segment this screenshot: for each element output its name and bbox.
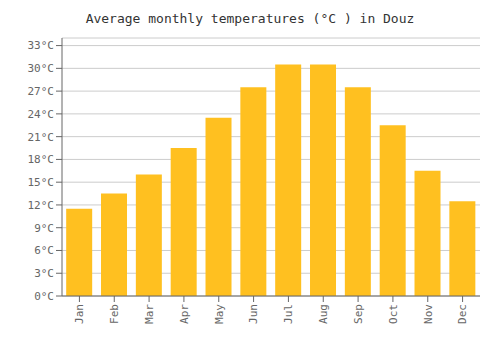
svg-text:33°C: 33°C <box>28 39 55 52</box>
html-text:Average monthly temperatures (: Average monthly temperatures (°C ) in Do… <box>85 11 415 26</box>
svg-text:0°C: 0°C <box>34 290 54 303</box>
svg-text:Mar: Mar <box>143 304 156 324</box>
svg-text:24°C: 24°C <box>28 108 55 121</box>
svg-text:15°C: 15°C <box>28 176 55 189</box>
svg-text:Jun: Jun <box>247 304 260 324</box>
svg-text:21°C: 21°C <box>28 131 55 144</box>
svg-text:9°C: 9°C <box>34 222 54 235</box>
svg-text:Sep: Sep <box>352 304 365 324</box>
svg-text:Apr: Apr <box>178 304 191 324</box>
svg-text:27°C: 27°C <box>28 85 55 98</box>
svg-text:18°C: 18°C <box>28 153 55 166</box>
svg-text:Jan: Jan <box>73 304 86 324</box>
svg-text:Nov: Nov <box>422 304 435 324</box>
svg-text:Jul: Jul <box>282 304 295 324</box>
svg-text:Aug: Aug <box>317 304 330 324</box>
svg-text:Feb: Feb <box>108 304 121 324</box>
svg-text:Oct: Oct <box>387 304 400 324</box>
svg-text:3°C: 3°C <box>34 267 54 280</box>
svg-text:Dec: Dec <box>456 304 469 324</box>
svg-text:May: May <box>213 304 226 324</box>
svg-text:6°C: 6°C <box>34 244 54 257</box>
svg-text:30°C: 30°C <box>28 62 55 75</box>
svg-text:12°C: 12°C <box>28 199 55 212</box>
